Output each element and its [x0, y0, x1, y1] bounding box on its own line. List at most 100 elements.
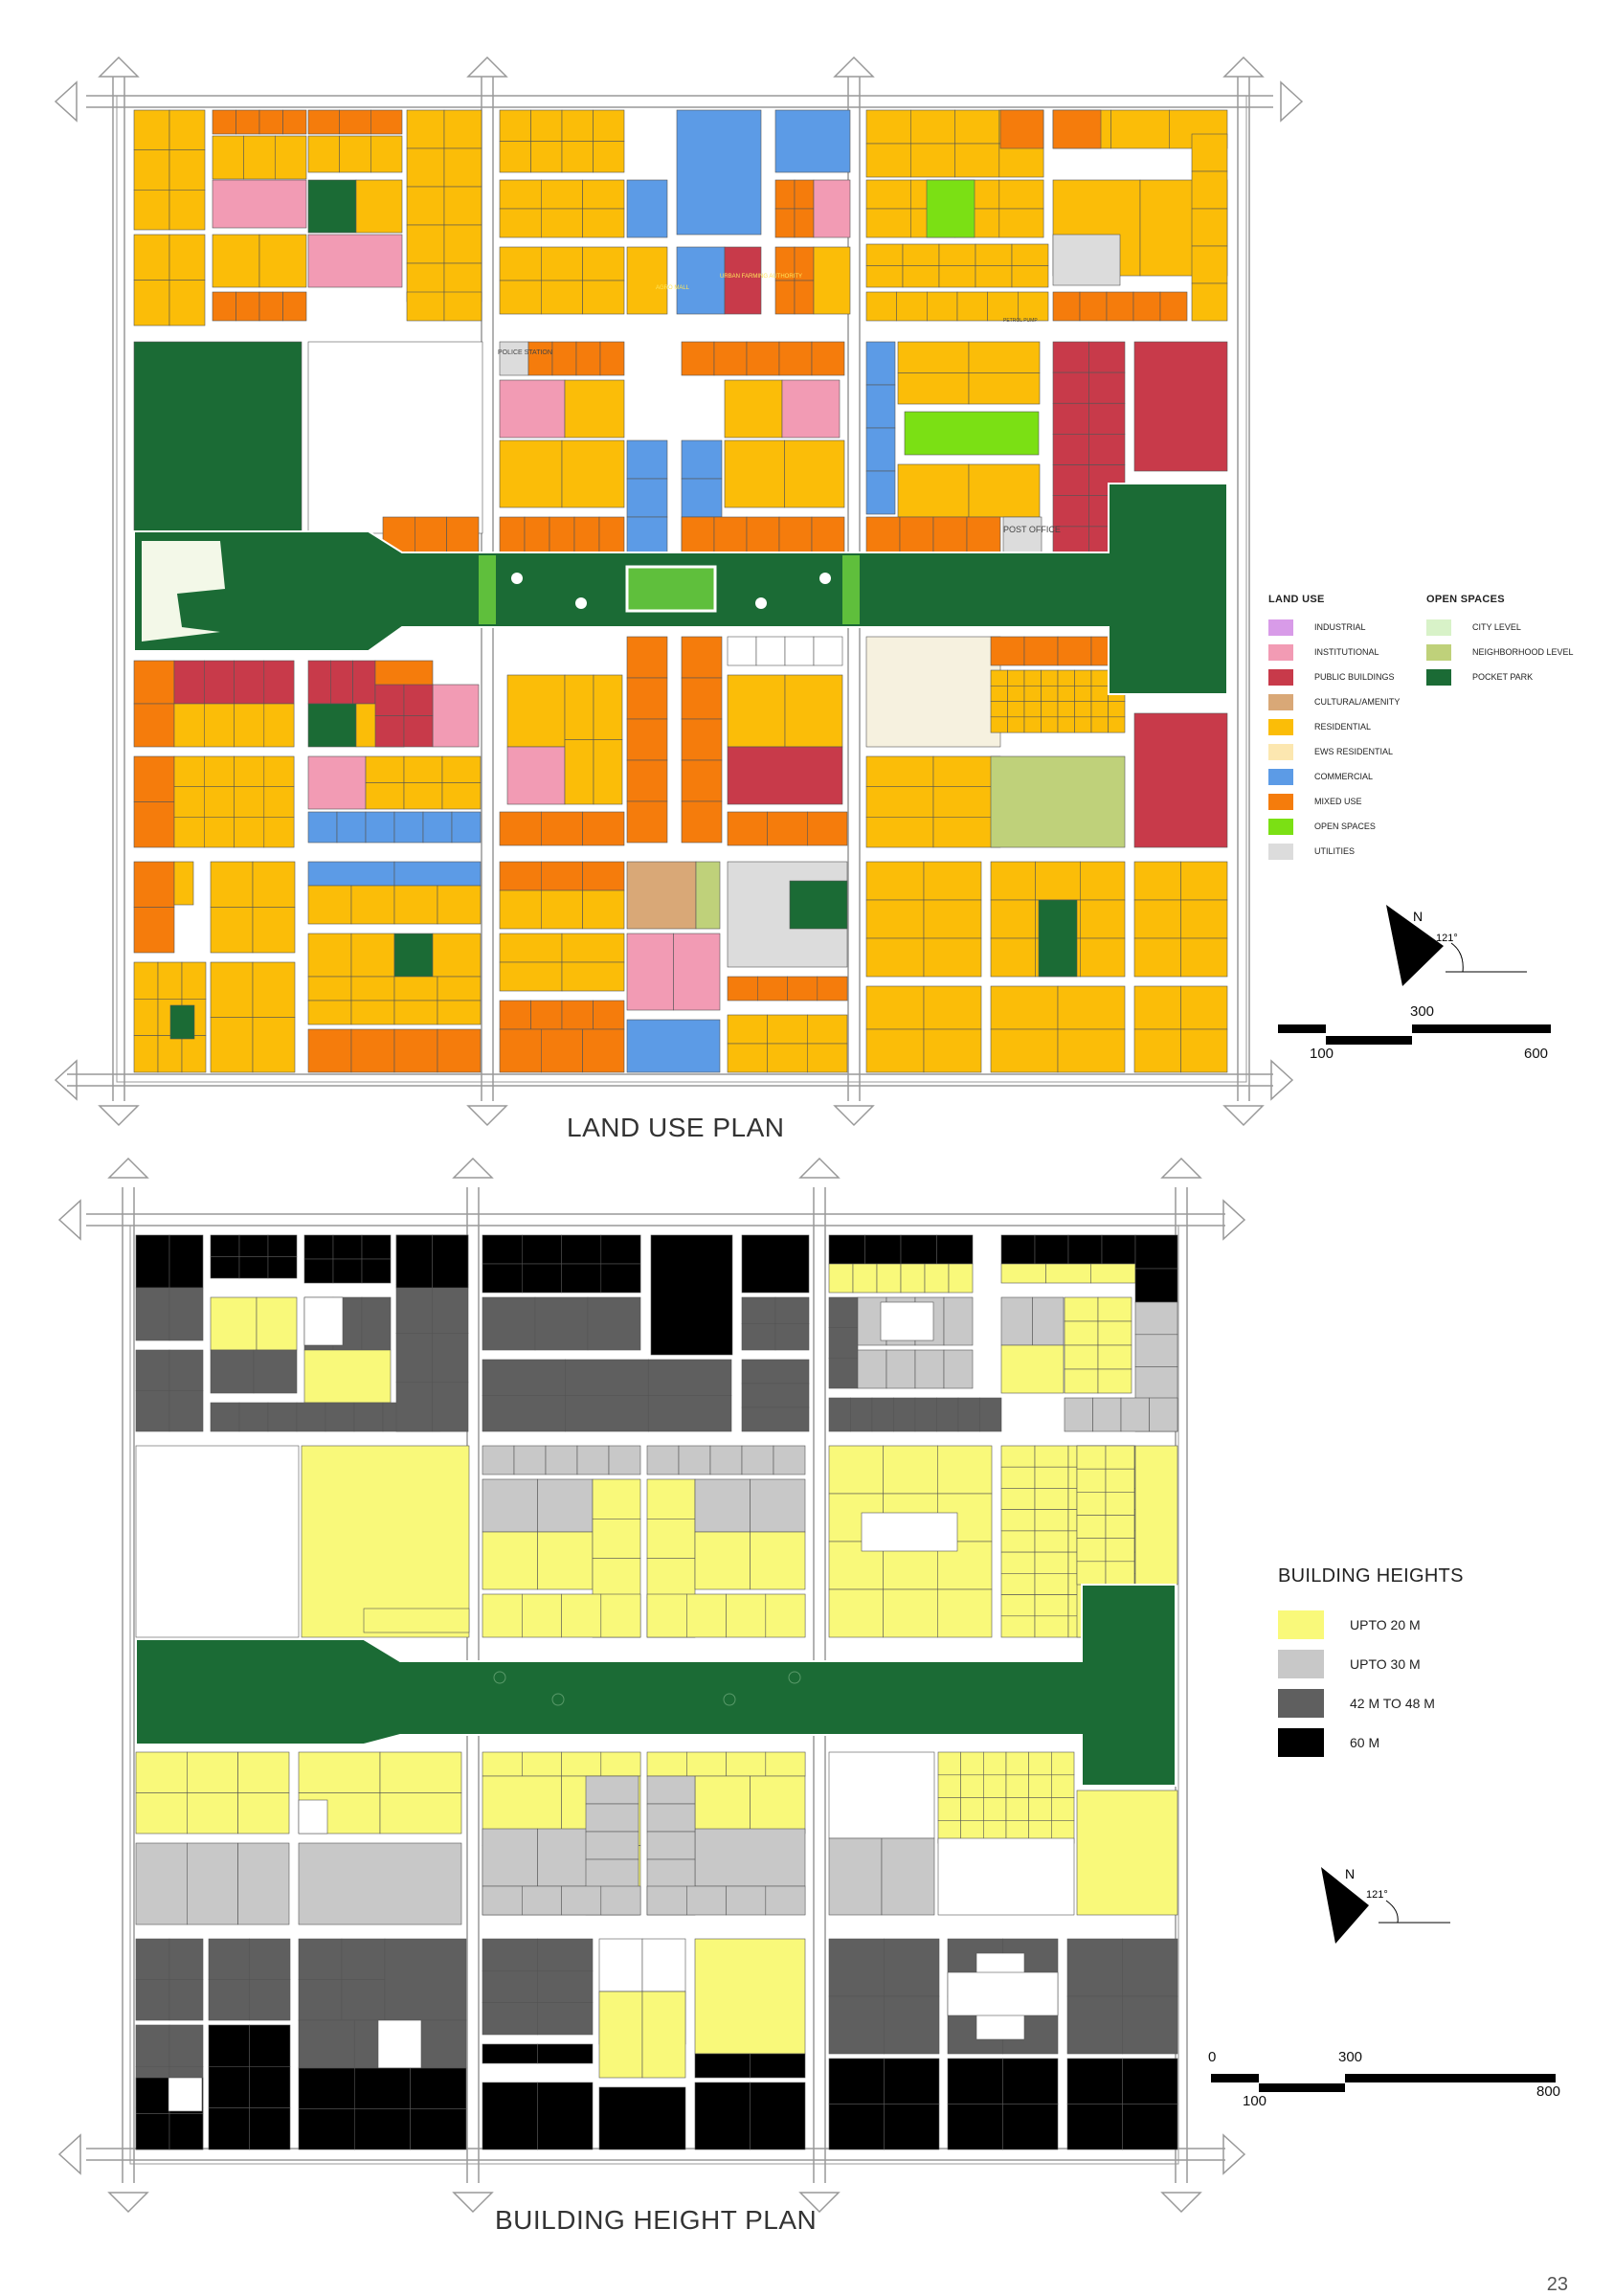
land-use-parcel: [1191, 282, 1228, 322]
land-use-parcel: [954, 109, 1000, 145]
height-parcel: [561, 1263, 602, 1294]
land-use-parcel: [626, 677, 668, 720]
land-use-parcel: [540, 861, 583, 891]
building-heights-legend-items: UPTO 20 M UPTO 30 M 42 M TO 48 M 60 M: [1278, 1605, 1464, 1762]
land-use-parcel: [813, 636, 843, 666]
land-use-scale-bar: [1278, 1024, 1551, 1045]
land-use-legend-item: EWS RESIDENTIAL: [1268, 739, 1400, 764]
land-use-parcels: [133, 109, 1228, 1073]
land-use-parcel: [695, 861, 721, 930]
land-use-parcel: [990, 685, 1008, 702]
height-parcel: [249, 2024, 291, 2067]
height-parcel: [598, 1991, 643, 2079]
land-use-parcel: [865, 143, 911, 178]
land-use-parcel: [811, 516, 845, 556]
height-parcel: [135, 1751, 188, 1793]
height-parcel: [482, 1593, 523, 1638]
land-use-parcel: [990, 716, 1008, 733]
land-use-legend-label: PUBLIC BUILDINGS: [1314, 672, 1395, 682]
land-use-parcel: [443, 291, 482, 322]
height-parcel: [598, 1938, 643, 1992]
land-use-parcel: [133, 755, 175, 802]
land-use-parcel: [593, 739, 623, 805]
land-use-parcel: [499, 109, 531, 142]
land-use-legend-label: CULTURAL/AMENITY: [1314, 697, 1401, 707]
height-parcel: [296, 1402, 326, 1432]
height-parcel: [585, 1775, 639, 1805]
height-parcel: [600, 1751, 641, 1777]
land-use-parcel: [626, 1019, 721, 1073]
height-parcel: [1134, 1268, 1178, 1303]
height-parcel: [238, 1234, 269, 1257]
land-use-parcel: [499, 933, 563, 963]
height-parcel: [1066, 1938, 1123, 1997]
land-use-parcel: [365, 782, 405, 810]
height-parcel: [208, 2024, 250, 2067]
land-use-scale-300: 300: [1410, 1003, 1435, 1020]
land-use-parcel: [1088, 371, 1126, 404]
land-use-parcel: [212, 179, 307, 229]
open-spaces-legend-label: POCKET PARK: [1472, 672, 1534, 682]
land-use-parcel: [339, 135, 371, 173]
height-parcel: [1134, 1366, 1178, 1400]
height-parcel: [187, 1751, 238, 1793]
land-use-parcel: [676, 109, 762, 236]
building-height-legend-item: 42 M TO 48 M: [1278, 1683, 1464, 1722]
land-use-parcel: [727, 1014, 769, 1045]
land-use-parcel: [865, 636, 1001, 748]
height-parcel: [1034, 1466, 1069, 1489]
land-use-parcel: [1041, 701, 1059, 718]
land-use-parcel: [499, 379, 566, 439]
height-parcel: [1066, 1995, 1123, 2055]
land-use-parcel: [252, 907, 296, 954]
height-parcel: [267, 1402, 298, 1432]
land-use-parcel: [1011, 243, 1049, 266]
land-use-parcel: [263, 755, 295, 788]
height-parcels: [135, 1234, 1178, 2150]
land-use-parcel: [329, 660, 353, 705]
land-use-parcel: [307, 976, 352, 1002]
height-parcel: [1105, 1492, 1135, 1516]
land-use-parcel: [582, 208, 625, 238]
height-parcel: [135, 1390, 170, 1432]
land-use-parcel: [990, 669, 1008, 687]
land-use-parcel: [524, 516, 550, 556]
height-parcel: [937, 1797, 962, 1821]
land-use-parcel: [681, 341, 715, 376]
height-parcel: [187, 1792, 238, 1835]
land-use-parcel: [865, 341, 896, 386]
land-use-legend-item: MIXED USE: [1268, 789, 1400, 814]
height-parcel: [600, 1885, 641, 1916]
land-use-parcel: [204, 786, 235, 818]
land-use-parcel: [1057, 669, 1075, 687]
height-parcel: [983, 1751, 1007, 1776]
height-parcel: [135, 2024, 170, 2067]
height-parcel: [249, 1938, 291, 1980]
land-use-parcel: [990, 861, 1037, 901]
height-parcel: [1076, 1445, 1107, 1470]
land-use-legend-item: CULTURAL/AMENITY: [1268, 689, 1400, 714]
height-parcel: [208, 2066, 250, 2108]
land-use-parcel: [975, 243, 1013, 266]
land-use-parcel: [1023, 636, 1059, 666]
central-green-spine: [133, 483, 1228, 695]
land-use-parcel: [789, 880, 848, 930]
land-use-parcel: [806, 1014, 848, 1045]
land-use-parcel: [499, 246, 542, 281]
height-parcel: [1076, 1561, 1107, 1586]
height-parcel: [1097, 1296, 1132, 1322]
land-use-parcel: [133, 801, 175, 848]
height-parcel: [900, 1263, 926, 1294]
height-parcel: [208, 1938, 250, 1980]
height-parcel: [884, 2058, 940, 2105]
land-use-parcel: [1007, 716, 1025, 733]
land-use-parcel: [173, 786, 205, 818]
height-parcel: [936, 1397, 959, 1432]
height-parcel: [363, 1608, 470, 1633]
height-parcel: [1000, 1488, 1036, 1510]
land-use-parcel: [932, 816, 1001, 848]
open-spaces-legend-label: CITY LEVEL: [1472, 622, 1521, 632]
land-use-parcel: [443, 186, 482, 226]
height-parcel: [960, 1797, 984, 1821]
land-use-parcel: [1088, 434, 1126, 465]
